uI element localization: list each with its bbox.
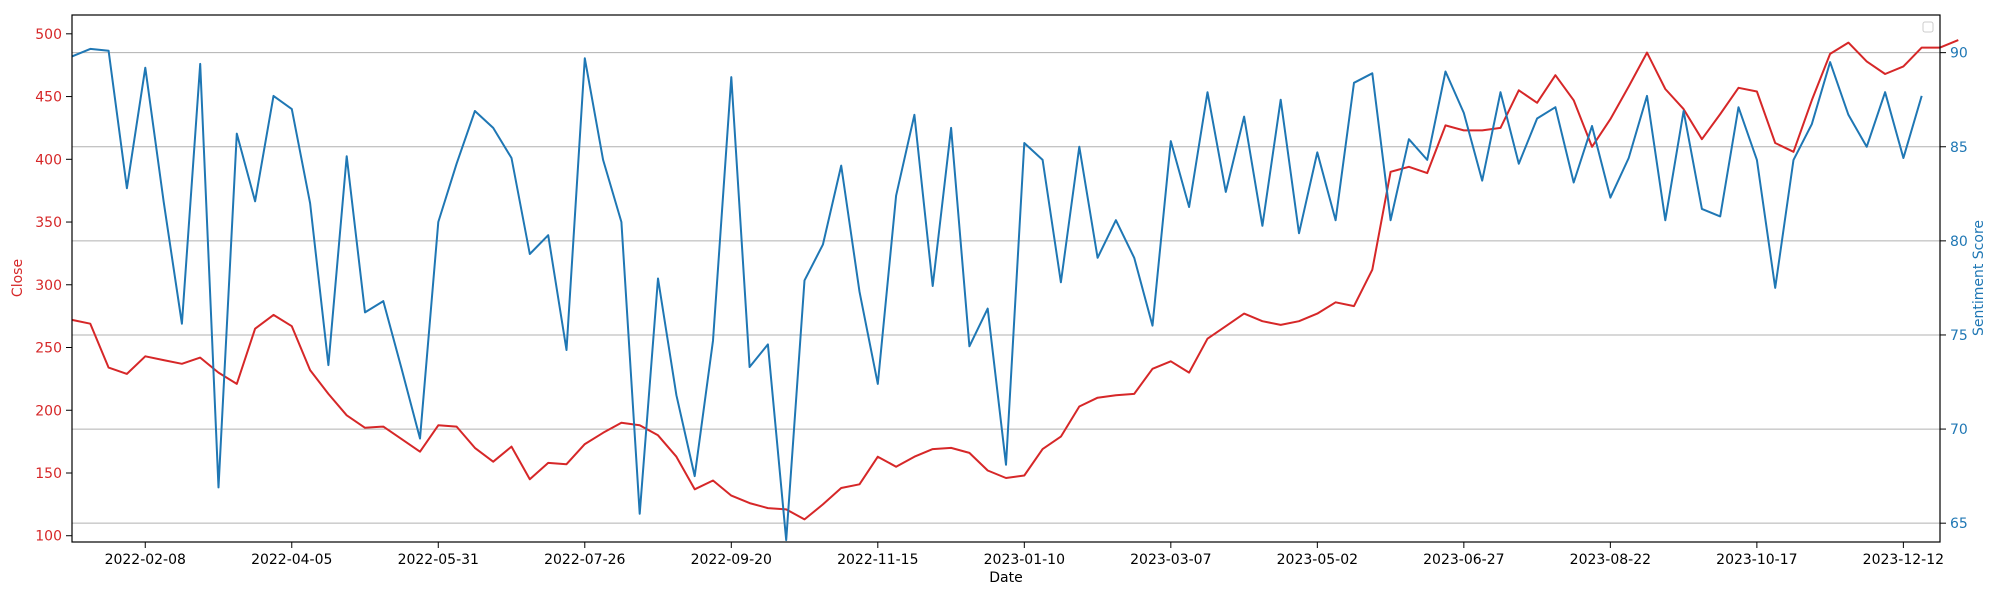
plot-frame — [71, 14, 1941, 543]
x-tick-label: 2023-05-02 — [1277, 552, 1358, 568]
y-left-tick-label: 450 — [35, 90, 62, 106]
y-right-tick-label: 65 — [1950, 516, 1968, 532]
series-layer — [71, 39, 1959, 542]
x-tick-label: 2023-12-12 — [1863, 552, 1944, 568]
legend-box — [1922, 21, 1934, 33]
x-tick-label: 2022-04-05 — [251, 552, 332, 568]
y-right-tick-label: 70 — [1950, 422, 1968, 438]
y-left-tick-label: 100 — [35, 529, 62, 545]
x-tick-label: 2023-01-10 — [984, 552, 1065, 568]
y-axis-right: 65 70 75 80 85 90 — [1940, 46, 1968, 532]
y-left-tick-label: 150 — [35, 466, 62, 482]
close-price-line — [71, 39, 1959, 521]
y-left-tick-label: 500 — [35, 27, 62, 43]
x-tick-label: 2022-09-20 — [691, 552, 772, 568]
gridlines — [72, 52, 1940, 524]
y-axis-right-title: Sentiment Score — [1971, 220, 1987, 336]
y-right-tick-label: 80 — [1950, 234, 1968, 250]
x-tick-label: 2023-10-17 — [1716, 552, 1797, 568]
x-tick-label: 2022-07-26 — [544, 552, 625, 568]
y-left-tick-label: 250 — [35, 341, 62, 357]
x-tick-label: 2023-03-07 — [1130, 552, 1211, 568]
y-axis-left: 100 150 200 250 300 350 400 450 500 — [35, 27, 72, 545]
x-tick-label: 2023-08-22 — [1570, 552, 1651, 568]
y-right-tick-label: 90 — [1950, 46, 1968, 62]
x-axis: 2022-02-08 2022-04-05 2022-05-31 2022-07-26… — [105, 542, 1944, 568]
y-left-tick-label: 350 — [35, 215, 62, 231]
y-left-tick-label: 400 — [35, 152, 62, 168]
y-right-tick-label: 85 — [1950, 140, 1968, 156]
x-tick-label: 2023-06-27 — [1423, 552, 1504, 568]
y-axis-left-title: Close — [10, 259, 26, 297]
x-tick-label: 2022-05-31 — [398, 552, 479, 568]
x-tick-label: 2022-02-08 — [105, 552, 186, 568]
sentiment-score-line — [71, 47, 1923, 542]
y-right-tick-label: 75 — [1950, 328, 1968, 344]
x-axis-title: Date — [989, 570, 1022, 586]
x-tick-label: 2022-11-15 — [837, 552, 918, 568]
y-left-tick-label: 200 — [35, 403, 62, 419]
y-left-tick-label: 300 — [35, 278, 62, 294]
